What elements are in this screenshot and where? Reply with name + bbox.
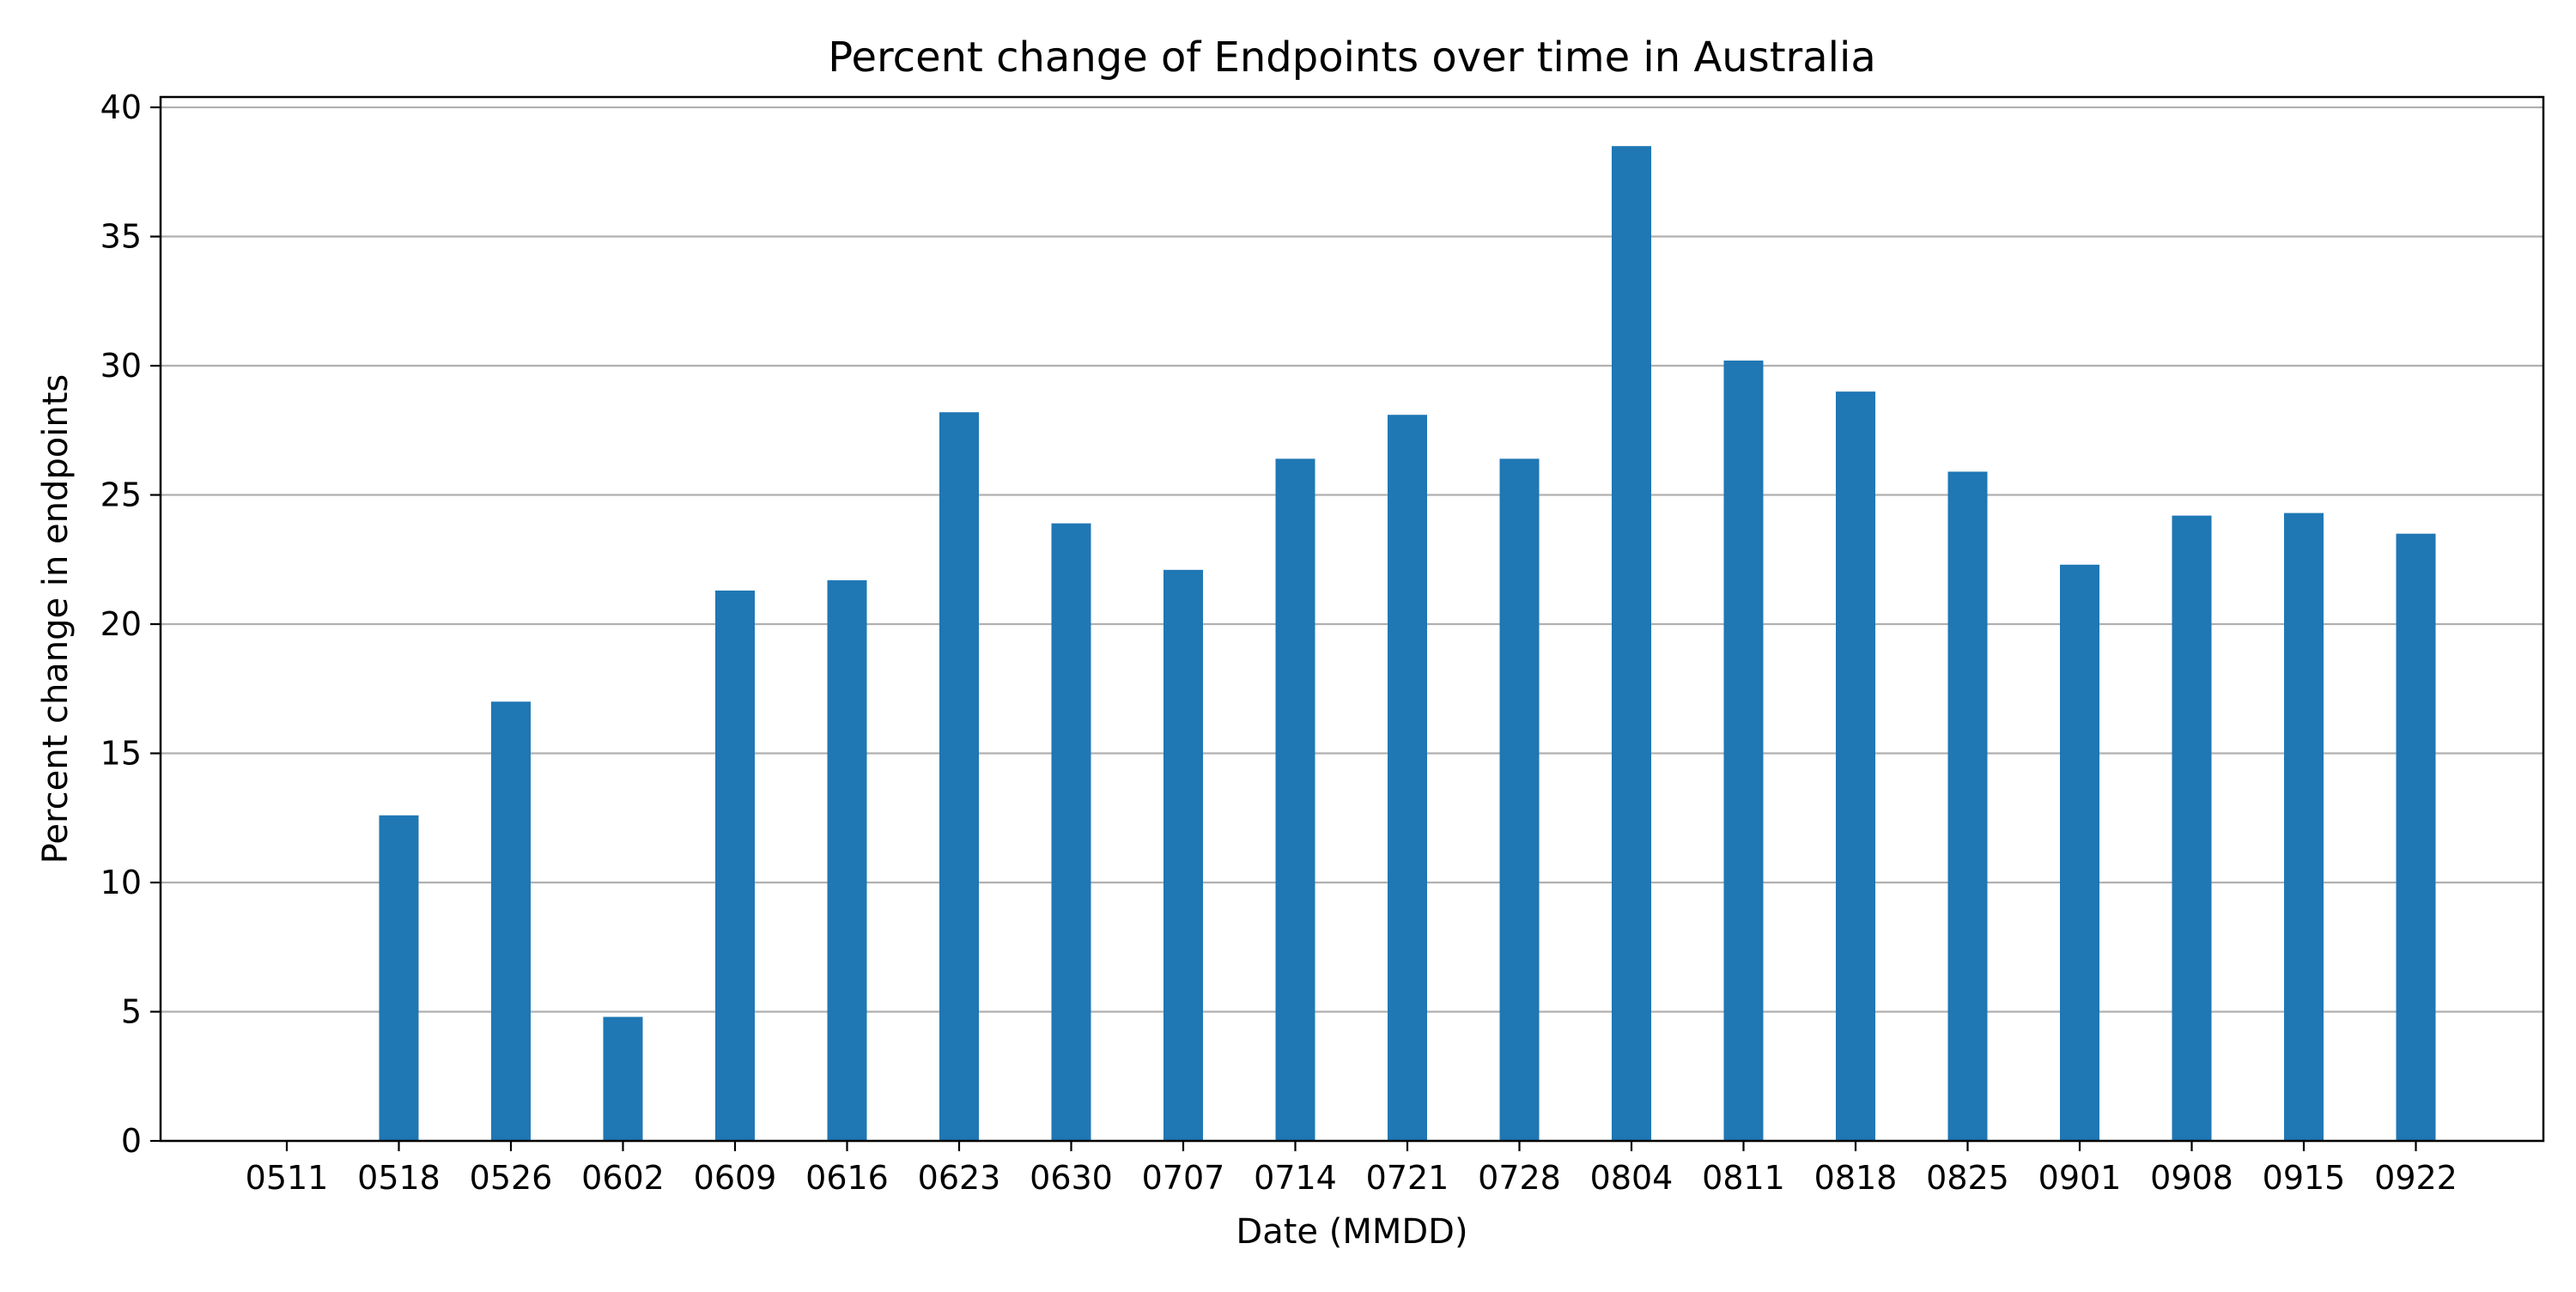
chart-title: Percent change of Endpoints over time in… [828,33,1876,82]
y-tick-label: 40 [100,88,142,126]
bar-0602 [603,1016,643,1141]
y-tick-label: 0 [121,1122,142,1160]
bar-0922 [2396,533,2436,1141]
x-tick-label: 0915 [2263,1159,2346,1197]
bar-0728 [1499,458,1540,1141]
y-tick-label: 15 [100,735,142,773]
bar-0707 [1163,569,1203,1141]
x-tick-label: 0623 [918,1159,1001,1197]
y-tick-label: 5 [121,993,142,1031]
x-tick-label: 0602 [581,1159,665,1197]
bar-0825 [1947,471,1988,1141]
bar-0804 [1612,146,1651,1142]
plot-frame [159,95,2545,1143]
x-tick-label: 0922 [2374,1159,2458,1197]
y-axis-label: Percent change in endpoints [36,374,76,864]
bar-0901 [2060,564,2099,1141]
bar-0630 [1051,523,1091,1141]
x-tick-label: 0804 [1590,1159,1674,1197]
y-tick-label: 20 [100,605,142,643]
x-tick-label: 0818 [1814,1159,1898,1197]
x-axis-label: Date (MMDD) [1236,1212,1467,1252]
bar-0623 [939,412,979,1142]
bar-0721 [1388,415,1427,1141]
bar-0609 [715,590,755,1141]
x-tick-label: 0518 [357,1159,440,1197]
x-tick-label: 0901 [2038,1159,2122,1197]
x-ticks: 0511 0518 0526 0602 0609 0616 0623 0630 0707 0714… [246,1141,2458,1197]
x-tick-label: 0728 [1478,1159,1561,1197]
y-ticks: 0 5 10 15 20 25 30 35 40 [100,88,161,1160]
bar-0908 [2172,515,2212,1141]
y-tick-label: 25 [100,476,142,514]
bar-0526 [491,701,531,1141]
x-tick-label: 0811 [1702,1159,1785,1197]
y-tick-label: 35 [100,218,142,256]
x-tick-label: 0630 [1030,1159,1113,1197]
bar-0818 [1836,391,1875,1141]
y-tick-label: 30 [100,347,142,385]
x-tick-label: 0908 [2150,1159,2233,1197]
bar-0811 [1723,361,1764,1141]
x-tick-label: 0616 [805,1159,889,1197]
x-tick-label: 0825 [1926,1159,2009,1197]
bar-0616 [827,579,867,1141]
bar-0714 [1275,458,1315,1141]
x-tick-label: 0721 [1366,1159,1449,1197]
bars [379,146,2436,1142]
x-tick-label: 0511 [246,1159,329,1197]
bar-0518 [379,815,419,1141]
x-tick-label: 0714 [1254,1159,1337,1197]
bar-0915 [2284,513,2324,1141]
x-tick-label: 0707 [1142,1159,1225,1197]
x-tick-label: 0526 [470,1159,553,1197]
x-tick-label: 0609 [694,1159,777,1197]
y-tick-label: 10 [100,864,142,901]
